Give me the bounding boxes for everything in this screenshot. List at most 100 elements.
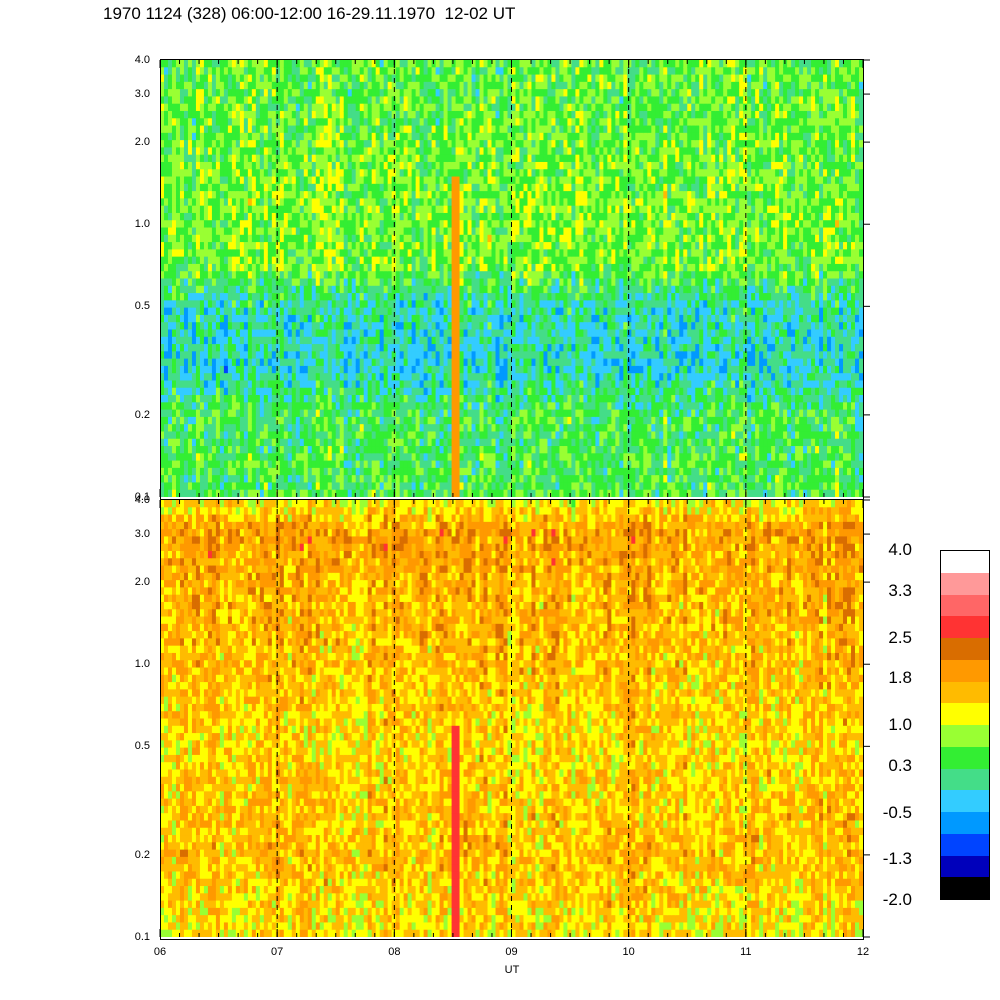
heatmap-cell [363, 460, 369, 469]
heatmap-cell [383, 278, 389, 287]
heatmap-cell [331, 424, 337, 433]
heatmap-cell [231, 438, 237, 447]
heatmap-cell [247, 416, 253, 425]
heatmap-cell [463, 103, 469, 112]
heatmap-cell [451, 67, 457, 76]
heatmap-cell [487, 140, 493, 148]
heatmap-cell [243, 176, 249, 185]
heatmap-cell [399, 475, 405, 484]
heatmap-cell [267, 103, 273, 112]
heatmap-cell [447, 285, 453, 294]
heatmap-cell [215, 147, 221, 156]
heatmap-cell [311, 125, 317, 134]
heatmap-cell [459, 191, 465, 199]
heatmap-cell [160, 256, 165, 265]
heatmap-cell [439, 271, 445, 280]
heatmap-cell [459, 67, 465, 76]
heatmap-cell [267, 278, 273, 287]
heatmap-cell [211, 380, 217, 389]
heatmap-cell [331, 344, 337, 352]
heatmap-cell [439, 110, 445, 119]
heatmap-cell [195, 314, 201, 323]
heatmap-cell [411, 205, 417, 214]
heatmap-cell [467, 460, 473, 469]
heatmap-cell [363, 198, 369, 207]
heatmap-cell [387, 278, 393, 287]
heatmap-cell [415, 482, 421, 491]
heatmap-cell [415, 409, 421, 418]
heatmap-cell [227, 96, 233, 105]
heatmap-cell [263, 416, 269, 425]
heatmap-cell [295, 373, 301, 382]
heatmap-cell [223, 453, 229, 462]
heatmap-cell [307, 416, 313, 425]
heatmap-cell [463, 365, 469, 374]
heatmap-cell [443, 351, 449, 360]
heatmap-cell [199, 467, 205, 476]
heatmap-cell [311, 256, 317, 265]
heatmap-cell [323, 395, 329, 403]
heatmap-cell [335, 234, 341, 243]
heatmap-cell [435, 424, 441, 433]
heatmap-cell [467, 300, 473, 309]
heatmap-cell [219, 118, 225, 127]
heatmap-cell [299, 191, 305, 199]
heatmap-cell [331, 234, 337, 243]
heatmap-cell [271, 416, 277, 425]
heatmap-cell [315, 446, 321, 454]
heatmap-cell [471, 60, 477, 68]
heatmap-cell [239, 256, 245, 265]
heatmap-cell [207, 329, 213, 338]
heatmap-cell [179, 271, 185, 280]
heatmap-cell [207, 125, 213, 134]
heatmap-cell [271, 453, 277, 462]
heatmap-cell [439, 140, 445, 148]
heatmap-cell [291, 438, 297, 447]
heatmap-cell [279, 278, 285, 287]
heatmap-cell [339, 176, 345, 185]
heatmap-cell [311, 96, 317, 105]
heatmap-cell [191, 271, 197, 280]
heatmap-cell [287, 482, 293, 491]
heatmap-cell [423, 81, 429, 90]
heatmap-cell [239, 322, 245, 331]
heatmap-cell [187, 431, 193, 440]
heatmap-cell [275, 81, 281, 90]
heatmap-cell [255, 234, 261, 243]
heatmap-cell [267, 140, 273, 148]
heatmap-cell [359, 351, 365, 360]
heatmap-cell [239, 416, 245, 425]
heatmap-cell [463, 373, 469, 382]
heatmap-cell [443, 373, 449, 382]
heatmap-cell [339, 271, 345, 280]
heatmap-cell [255, 431, 261, 440]
heatmap-cell [403, 453, 409, 462]
heatmap-cell [395, 140, 401, 148]
heatmap-cell [427, 365, 433, 374]
heatmap-cell [491, 74, 497, 83]
heatmap-cell [471, 453, 477, 462]
heatmap-cell [375, 365, 381, 374]
heatmap-cell [163, 387, 169, 396]
heatmap-cell [227, 118, 233, 127]
heatmap-cell [223, 278, 229, 287]
heatmap-cell [235, 285, 241, 294]
heatmap-cell [407, 242, 413, 250]
heatmap-cell [231, 387, 237, 396]
heatmap-cell [491, 60, 497, 68]
heatmap-cell [415, 300, 421, 309]
heatmap-cell [191, 453, 197, 462]
heatmap-cell [367, 110, 373, 119]
heatmap-cell [195, 387, 201, 396]
heatmap-cell [199, 176, 205, 185]
heatmap-cell [443, 278, 449, 287]
heatmap-cell [275, 395, 281, 403]
heatmap-cell [211, 212, 217, 221]
heatmap-cell [223, 110, 229, 119]
heatmap-cell [443, 482, 449, 491]
heatmap-cell [427, 285, 433, 294]
heatmap-cell [247, 387, 253, 396]
heatmap-cell [279, 81, 285, 90]
heatmap-cell [403, 140, 409, 148]
heatmap-cell [303, 489, 309, 497]
